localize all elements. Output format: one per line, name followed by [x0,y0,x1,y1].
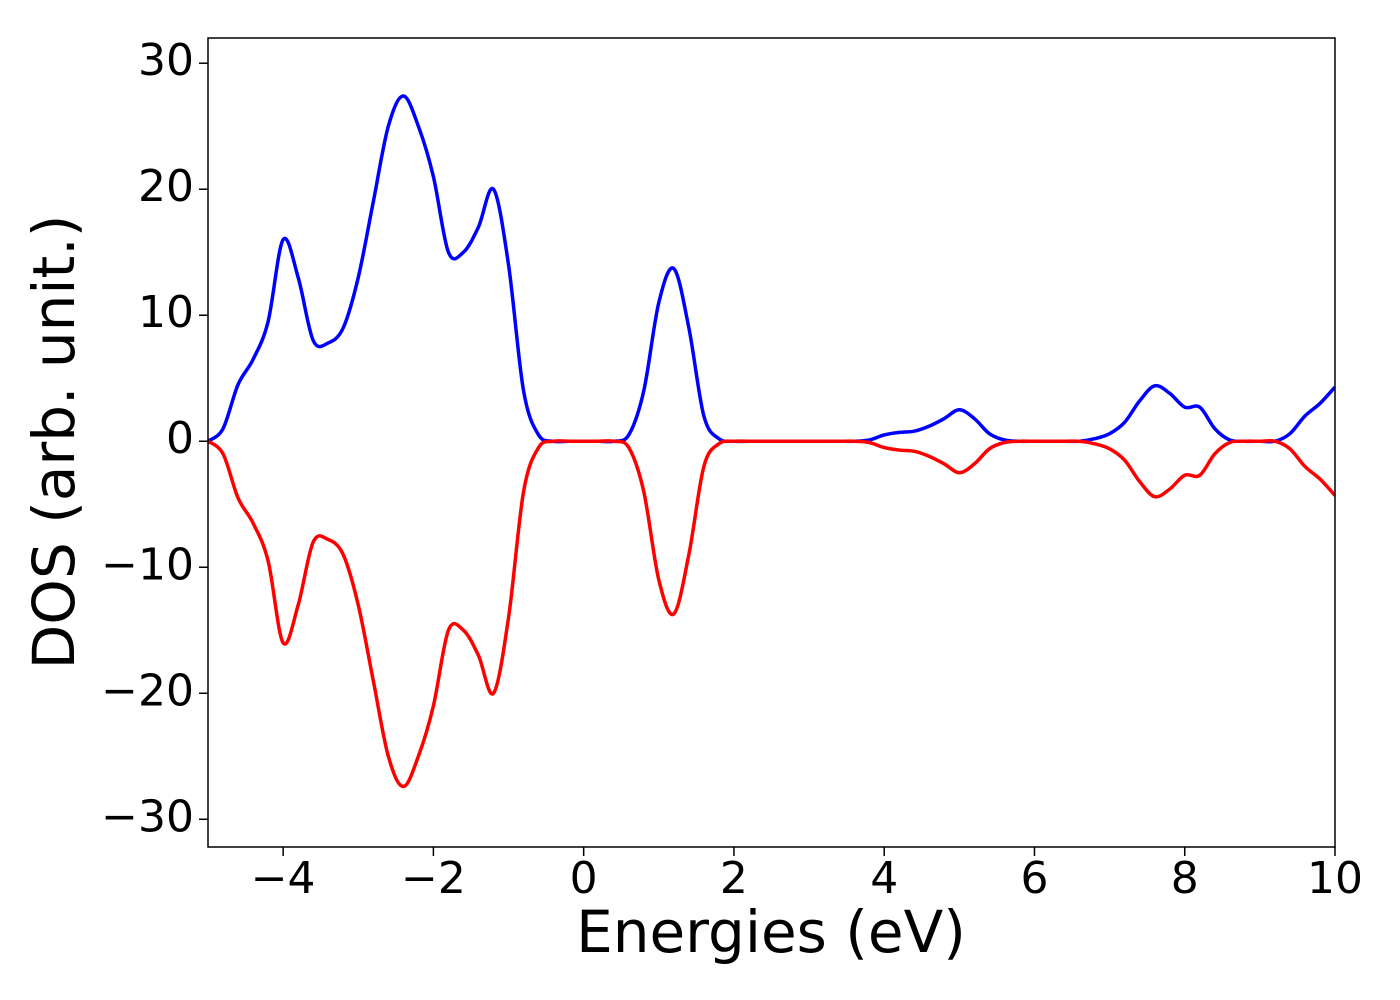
x-axis-label: Energies (eV) [576,898,966,966]
y-tick-label: −10 [101,539,194,590]
series-line [208,94,1335,444]
y-tick-label: −20 [101,665,194,716]
series-line [208,438,1335,789]
x-tick-label: 10 [1307,853,1363,904]
x-tick-label: 4 [870,853,898,904]
plot-frame [207,37,1336,848]
x-tick-label: 0 [570,853,598,904]
x-tick-label: −2 [401,853,466,904]
x-tick-label: 2 [720,853,748,904]
y-tick-label: −30 [101,791,194,842]
x-tick-label: −4 [251,853,316,904]
y-tick-label: 0 [166,413,194,464]
y-tick-label: 10 [138,287,194,338]
y-axis-label: DOS (arb. unit.) [20,215,88,670]
y-tick-label: 30 [138,35,194,86]
x-tick-label: 6 [1020,853,1048,904]
y-tick-label: 20 [138,161,194,212]
x-tick-label: 8 [1171,853,1199,904]
